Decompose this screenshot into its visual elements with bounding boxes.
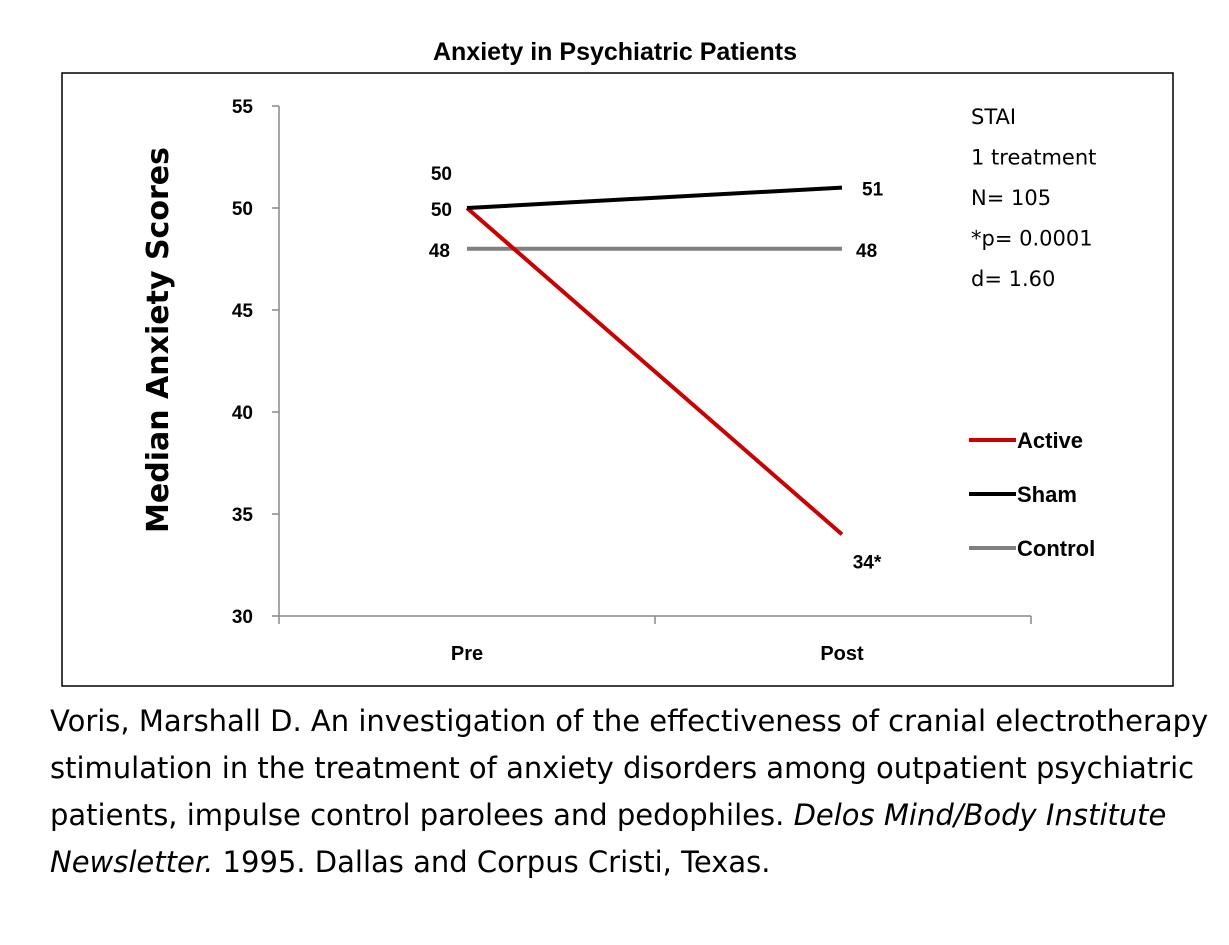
legend: Active Sham Control xyxy=(969,428,1095,561)
data-label-control: 48 xyxy=(856,241,877,262)
citation-text: Voris, Marshall D. An investigation of t… xyxy=(50,704,1209,832)
annotation-line: N= 105 xyxy=(971,186,1051,210)
y-tick-label: 30 xyxy=(232,607,253,628)
data-label-active: 50 xyxy=(431,164,452,185)
citation-journal: Delos Mind/Body Institute Newsletter. xyxy=(50,798,1167,879)
annotation-line: *p= 0.0001 xyxy=(971,227,1093,251)
legend-label-sham: Sham xyxy=(1017,482,1077,507)
x-tick-label: Post xyxy=(820,643,864,665)
chart: Anxiety in Psychiatric Patients Median A… xyxy=(61,38,1174,687)
annotation-line: d= 1.60 xyxy=(971,267,1055,291)
y-tick-label: 50 xyxy=(232,199,253,220)
annotation-line: 1 treatment xyxy=(971,146,1096,170)
chart-title: Anxiety in Psychiatric Patients xyxy=(433,38,797,66)
legend-label-control: Control xyxy=(1017,536,1095,561)
y-tick-label: 45 xyxy=(232,301,254,322)
annotation-line: STAI xyxy=(971,105,1016,129)
y-tick-label: 35 xyxy=(232,505,254,526)
data-label-sham: 51 xyxy=(862,180,884,201)
stats-annotation: STAI 1 treatment N= 105 *p= 0.0001 d= 1.60 xyxy=(971,105,1096,291)
data-label-control: 48 xyxy=(429,241,450,262)
citation-year-location: 1995. Dallas and Corpus Cristi, Texas. xyxy=(222,845,771,879)
citation: Voris, Marshall D. An investigation of t… xyxy=(50,698,1210,886)
y-tick-label: 40 xyxy=(232,403,253,424)
series-line-sham xyxy=(466,185,843,210)
axes: 30 35 40 45 50 55 Pre Post xyxy=(232,97,1032,665)
y-axis-label: Median Anxiety Scores xyxy=(141,147,176,533)
legend-label-active: Active xyxy=(1017,428,1083,453)
data-label-sham: 50 xyxy=(431,200,452,221)
chart-frame xyxy=(61,72,1174,687)
series-line-active xyxy=(465,206,844,536)
data-label-active: 34* xyxy=(853,552,882,573)
x-tick-label: Pre xyxy=(451,643,483,665)
y-tick-label: 55 xyxy=(232,97,254,118)
data-labels: 50 34* 50 51 48 48 xyxy=(429,164,884,573)
series-lines xyxy=(465,185,844,536)
